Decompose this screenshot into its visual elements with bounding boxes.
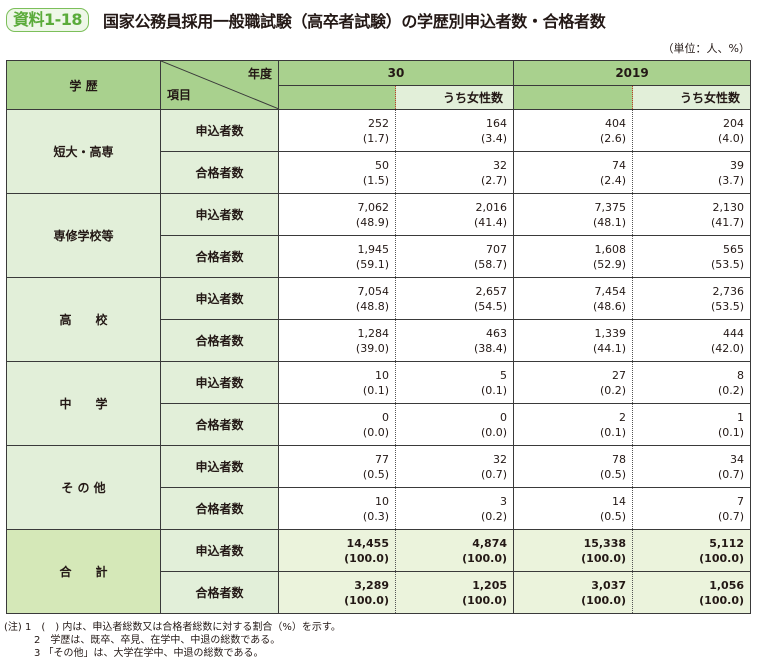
item-cell: 合格者数 bbox=[160, 235, 279, 278]
header-year-label: 年度 bbox=[247, 67, 272, 81]
table-row: 中 学 申込者数 10 (0.1) 5 (0.1) 27 (0.2) 8 (0.2) bbox=[6, 361, 752, 446]
value-cell: 5,112 (100.0) bbox=[632, 529, 752, 572]
item-cell: 合格者数 bbox=[160, 403, 279, 446]
value-cell: 1,339 (44.1) bbox=[513, 319, 634, 362]
footnote-3: 3 「その他」は、大学在学中、中退の総数である。 bbox=[34, 648, 264, 659]
value-cell: 164 (3.4) bbox=[394, 109, 515, 152]
value-cell: 1,056 (100.0) bbox=[632, 571, 752, 614]
table-row: 合格者数 1,284 (39.0) 463 (38.4) 1,339 (44.1) 4… bbox=[7, 319, 752, 362]
header-item-label: 項目 bbox=[167, 88, 192, 102]
table-row: 専修学校等 申込者数 7,062 (48.9) 2,016 (41.4) 7,375… bbox=[6, 193, 752, 278]
diagonal-line-icon bbox=[161, 61, 279, 109]
value-cell: 32 (0.7) bbox=[394, 445, 515, 488]
education-cell: 短大・高専 bbox=[6, 109, 161, 194]
value-cell: 252 (1.7) bbox=[278, 109, 396, 152]
value-cell: 8 (0.2) bbox=[632, 361, 752, 404]
table-row: 合格者数 0 (0.0) 0 (0.0) 2 (0.1) 1 (0.1) bbox=[7, 403, 752, 446]
item-cell: 合格者数 bbox=[160, 487, 279, 530]
header-year-30: 30 bbox=[277, 60, 515, 86]
figure-badge: 資料1-18 bbox=[6, 8, 90, 32]
header-diagonal: 年度 項目 bbox=[160, 60, 279, 110]
item-cell: 申込者数 bbox=[160, 193, 279, 236]
value-cell: 7,375 (48.1) bbox=[513, 193, 634, 236]
header-year-2019: 2019 bbox=[513, 60, 752, 86]
value-cell: 7,062 (48.9) bbox=[278, 193, 396, 236]
table-row-total: 合 計 申込者数 14,455 (100.0) 4,874 (100.0) 15,3… bbox=[6, 529, 752, 614]
value-cell: 0 (0.0) bbox=[278, 403, 396, 446]
header-women-30: うち女性数 bbox=[394, 84, 515, 110]
value-cell: 204 (4.0) bbox=[632, 109, 752, 152]
education-cell: 専修学校等 bbox=[6, 193, 161, 278]
value-cell: 10 (0.1) bbox=[278, 361, 396, 404]
value-cell: 4,874 (100.0) bbox=[394, 529, 515, 572]
value-cell: 2 (0.1) bbox=[513, 403, 634, 446]
page-title: 国家公務員採用一般職試験（高卒者試験）の学歴別申込者数・合格者数 bbox=[103, 12, 606, 31]
item-cell: 合格者数 bbox=[160, 571, 279, 614]
unit-label: （単位：人、%） bbox=[662, 42, 750, 55]
value-cell: 32 (2.7) bbox=[394, 151, 515, 194]
value-cell: 77 (0.5) bbox=[278, 445, 396, 488]
value-cell: 27 (0.2) bbox=[513, 361, 634, 404]
value-cell: 74 (2.4) bbox=[513, 151, 634, 194]
header-total-30 bbox=[278, 84, 396, 110]
value-cell: 14,455 (100.0) bbox=[278, 529, 396, 572]
value-cell: 565 (53.5) bbox=[632, 235, 752, 278]
header-women-2019: うち女性数 bbox=[632, 84, 752, 110]
value-cell: 39 (3.7) bbox=[632, 151, 752, 194]
value-cell: 2,016 (41.4) bbox=[394, 193, 515, 236]
education-cell: そ の 他 bbox=[6, 445, 161, 530]
item-cell: 申込者数 bbox=[160, 361, 279, 404]
value-cell: 2,736 (53.5) bbox=[632, 277, 752, 320]
value-cell: 463 (38.4) bbox=[394, 319, 515, 362]
value-cell: 15,338 (100.0) bbox=[513, 529, 634, 572]
value-cell: 14 (0.5) bbox=[513, 487, 634, 530]
value-cell: 3,037 (100.0) bbox=[513, 571, 634, 614]
table-row: 合格者数 50 (1.5) 32 (2.7) 74 (2.4) 39 (3.7) bbox=[7, 151, 752, 194]
item-cell: 合格者数 bbox=[160, 319, 279, 362]
footnote-2: 2 学歴は、既卒、卒見、在学中、中退の総数である。 bbox=[34, 635, 281, 646]
header-education: 学 歴 bbox=[6, 60, 161, 110]
item-cell: 合格者数 bbox=[160, 151, 279, 194]
value-cell: 2,130 (41.7) bbox=[632, 193, 752, 236]
table-row: 短大・高専 申込者数 252 (1.7) 164 (3.4) 404 (2.6) 20… bbox=[6, 109, 752, 194]
value-cell: 3,289 (100.0) bbox=[278, 571, 396, 614]
value-cell: 404 (2.6) bbox=[513, 109, 634, 152]
footnotes: (注) 1 ( ) 内は、申込者総数又は合格者総数に対する割合（%）を示す。 2… bbox=[4, 621, 341, 660]
title-row: 資料1-18 国家公務員採用一般職試験（高卒者試験）の学歴別申込者数・合格者数 bbox=[6, 8, 606, 32]
value-cell: 10 (0.3) bbox=[278, 487, 396, 530]
footnote-1: (注) 1 ( ) 内は、申込者総数又は合格者総数に対する割合（%）を示す。 bbox=[4, 622, 341, 633]
value-cell: 78 (0.5) bbox=[513, 445, 634, 488]
value-cell: 2,657 (54.5) bbox=[394, 277, 515, 320]
education-cell: 高 校 bbox=[6, 277, 161, 362]
table-row: 合格者数 1,945 (59.1) 707 (58.7) 1,608 (52.9) 5… bbox=[7, 235, 752, 278]
value-cell: 7,454 (48.6) bbox=[513, 277, 634, 320]
table-row: 高 校 申込者数 7,054 (48.8) 2,657 (54.5) 7,454 (4… bbox=[6, 277, 752, 362]
item-cell: 申込者数 bbox=[160, 529, 279, 572]
value-cell: 1 (0.1) bbox=[632, 403, 752, 446]
header-education-label: 学 歴 bbox=[69, 78, 98, 93]
value-cell: 7 (0.7) bbox=[632, 487, 752, 530]
applicants-table: 学 歴 年度 項目 30 2019 うち女性数 うち女性数 短大・高専 申込者数… bbox=[6, 60, 752, 614]
value-cell: 7,054 (48.8) bbox=[278, 277, 396, 320]
education-cell: 中 学 bbox=[6, 361, 161, 446]
value-cell: 1,608 (52.9) bbox=[513, 235, 634, 278]
value-cell: 0 (0.0) bbox=[394, 403, 515, 446]
table-row-total: 合格者数 3,289 (100.0) 1,205 (100.0) 3,037 (100… bbox=[7, 571, 752, 614]
value-cell: 1,945 (59.1) bbox=[278, 235, 396, 278]
value-cell: 1,284 (39.0) bbox=[278, 319, 396, 362]
value-cell: 50 (1.5) bbox=[278, 151, 396, 194]
table-row: そ の 他 申込者数 77 (0.5) 32 (0.7) 78 (0.5) 34 (0.… bbox=[6, 445, 752, 530]
header-total-2019 bbox=[513, 84, 633, 110]
value-cell: 34 (0.7) bbox=[632, 445, 752, 488]
item-cell: 申込者数 bbox=[160, 277, 279, 320]
value-cell: 3 (0.2) bbox=[394, 487, 515, 530]
value-cell: 1,205 (100.0) bbox=[394, 571, 515, 614]
value-cell: 444 (42.0) bbox=[632, 319, 752, 362]
education-cell-total: 合 計 bbox=[6, 529, 161, 614]
item-cell: 申込者数 bbox=[160, 445, 279, 488]
value-cell: 5 (0.1) bbox=[394, 361, 515, 404]
item-cell: 申込者数 bbox=[160, 109, 279, 152]
value-cell: 707 (58.7) bbox=[394, 235, 515, 278]
